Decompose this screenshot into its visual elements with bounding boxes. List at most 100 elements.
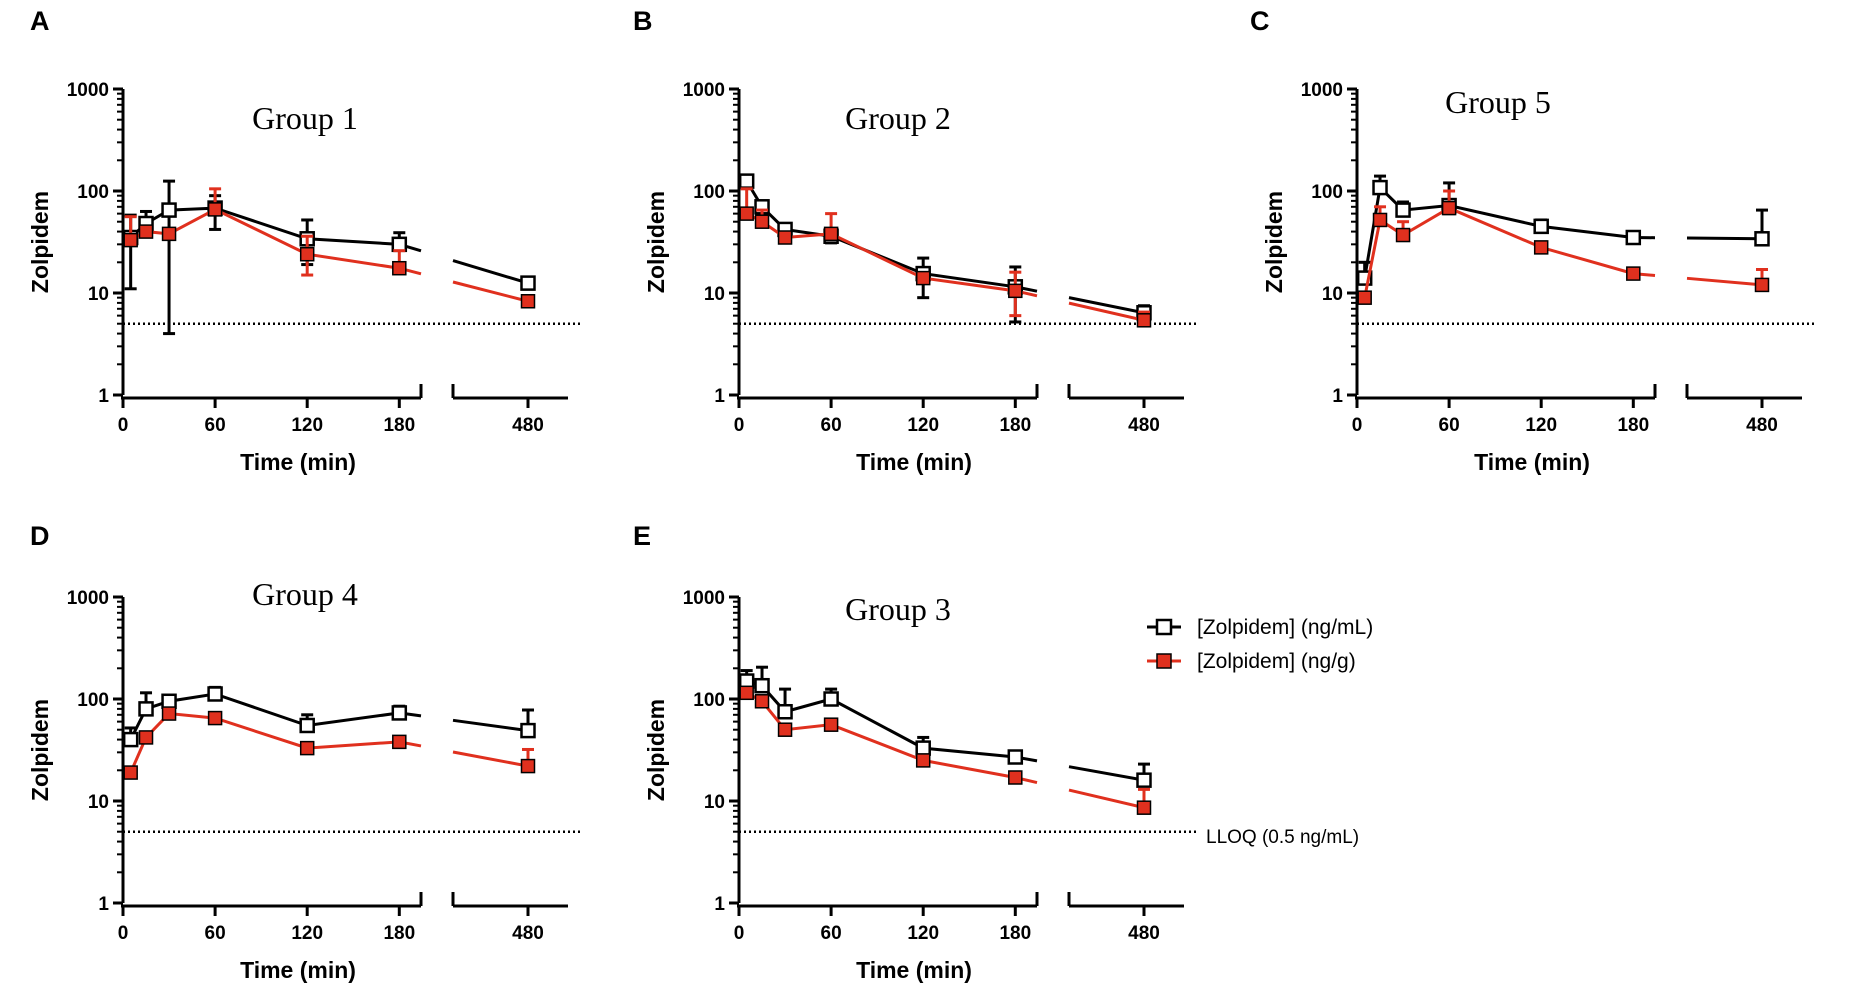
data-point-free-t120 — [299, 717, 315, 734]
data-point-free-t480 — [520, 722, 536, 739]
y-tick-label-1000: 1000 — [683, 588, 725, 609]
legend-free-marker — [1155, 618, 1173, 636]
data-point-bound-t5 — [123, 765, 138, 780]
x-tick-label-180: 180 — [383, 415, 415, 436]
y-tick-label-1: 1 — [98, 386, 109, 407]
x-tick-label-480: 480 — [512, 923, 544, 944]
x-tick-label-480: 480 — [1746, 415, 1778, 436]
panel-letter-a: A — [30, 6, 50, 36]
legend-bound-marker — [1156, 653, 1172, 669]
data-point-bound-t120 — [915, 270, 931, 286]
y-tick-label-1: 1 — [1332, 386, 1343, 407]
data-point-bound-t30 — [777, 230, 793, 245]
data-point-free-t180 — [1007, 749, 1024, 765]
x-tick-label-180: 180 — [999, 415, 1031, 436]
data-point-bound-t180 — [392, 260, 407, 276]
x-tick-label-120: 120 — [907, 415, 939, 436]
y-tick-label-100: 100 — [693, 690, 725, 711]
y-axis-label: Zolpidem — [643, 191, 669, 293]
x-tick-label-480: 480 — [1128, 415, 1160, 436]
data-point-bound-t60 — [823, 717, 839, 732]
data-point-free-t180 — [391, 705, 408, 721]
series-free — [122, 685, 536, 748]
x-tick-label-120: 120 — [907, 923, 939, 944]
panel-a: 1 10 100 1000 Zolpidem 0 60 120 180 480 Time (min) — [27, 80, 583, 475]
data-point-bound-t15 — [754, 694, 770, 709]
data-point-bound-t480 — [1754, 277, 1770, 293]
data-point-free-t180 — [1625, 229, 1642, 246]
data-point-bound-t120 — [915, 753, 931, 768]
panel-letter-b: B — [633, 6, 653, 36]
x-tick-label-0: 0 — [1352, 415, 1363, 436]
data-point-bound-t480 — [1136, 313, 1152, 328]
data-point-bound-t480 — [520, 294, 536, 309]
data-point-free-t15 — [754, 677, 770, 694]
y-tick-label-1000: 1000 — [67, 80, 109, 101]
series-free — [1356, 174, 1770, 286]
panel-e: 1 10 100 1000 Zolpidem 0 60 120 180 480 Time (min) — [643, 588, 1199, 983]
data-point-free-t15 — [1372, 179, 1388, 196]
panel-b: 1 10 100 1000 Zolpidem 0 60 120 180 480 Time (min) — [643, 80, 1199, 475]
data-point-bound-t15 — [138, 730, 154, 745]
series-free — [738, 665, 1152, 788]
x-tick-label-60: 60 — [205, 415, 226, 436]
x-tick-label-120: 120 — [291, 415, 323, 436]
x-axis-label: Time (min) — [856, 957, 972, 983]
y-tick-label-10: 10 — [704, 792, 725, 813]
data-point-bound-t480 — [1136, 800, 1152, 815]
data-point-bound-t180 — [1008, 770, 1023, 785]
x-tick-label-0: 0 — [734, 415, 745, 436]
x-tick-label-60: 60 — [821, 415, 842, 436]
data-point-bound-t15 — [138, 224, 154, 239]
data-point-bound-t5 — [123, 232, 138, 248]
y-tick-label-10: 10 — [704, 284, 725, 305]
data-point-free-t15 — [138, 701, 154, 717]
panel-letter-c: C — [1250, 6, 1270, 36]
series-line — [1686, 276, 1763, 287]
x-axis-label: Time (min) — [856, 449, 972, 475]
x-tick-label-180: 180 — [383, 923, 415, 944]
data-point-free-t5 — [122, 731, 139, 748]
data-point-bound-t60 — [823, 226, 839, 242]
data-point-bound-t60 — [1441, 200, 1457, 216]
data-point-bound-t60 — [207, 202, 223, 217]
y-tick-label-1: 1 — [98, 894, 109, 915]
series-line — [452, 750, 529, 768]
x-tick-label-0: 0 — [118, 923, 129, 944]
data-point-bound-t120 — [1533, 240, 1549, 255]
series-bound — [123, 187, 536, 309]
data-point-free-t480 — [1754, 231, 1770, 247]
lloq-label: LLOQ (0.5 ng/mL) — [1206, 827, 1359, 848]
y-tick-label-100: 100 — [77, 182, 109, 203]
y-tick-label-100: 100 — [77, 690, 109, 711]
data-point-free-t180 — [391, 236, 408, 253]
series-line — [1686, 236, 1763, 241]
data-point-bound-t30 — [777, 722, 793, 737]
data-point-bound-t5 — [1357, 290, 1372, 305]
data-point-free-t120 — [915, 740, 931, 756]
y-tick-label-10: 10 — [88, 792, 109, 813]
data-point-free-t60 — [207, 686, 223, 702]
series-bound — [739, 187, 1152, 328]
data-point-bound-t15 — [1372, 212, 1388, 228]
y-tick-label-1000: 1000 — [683, 80, 725, 101]
data-point-bound-t180 — [392, 734, 407, 750]
y-tick-label-100: 100 — [693, 182, 725, 203]
data-point-free-t480 — [520, 275, 536, 291]
data-point-free-t30 — [777, 703, 793, 720]
x-tick-label-0: 0 — [734, 923, 745, 944]
y-tick-label-1000: 1000 — [1301, 80, 1343, 101]
data-point-bound-t60 — [207, 710, 223, 726]
data-point-bound-t120 — [299, 740, 315, 756]
x-tick-label-180: 180 — [999, 923, 1031, 944]
x-tick-label-60: 60 — [821, 923, 842, 944]
series-line — [1068, 296, 1145, 315]
x-axis-label: Time (min) — [1474, 449, 1590, 475]
series-free — [738, 173, 1152, 324]
panel-title-b: Group 2 — [845, 100, 951, 136]
data-point-free-t480 — [1136, 772, 1152, 788]
series-bound — [739, 685, 1152, 815]
x-tick-label-120: 120 — [291, 923, 323, 944]
legend-free-label: [Zolpidem] (ng/mL) — [1197, 616, 1373, 639]
series-line — [452, 280, 529, 303]
